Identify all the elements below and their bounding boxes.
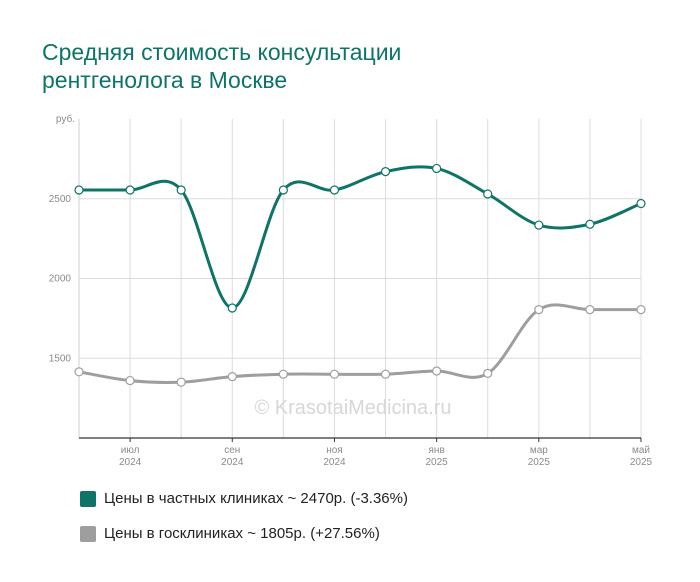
data-point-private xyxy=(125,185,135,195)
x-tick-label-month: янв xyxy=(429,445,445,456)
x-tick-label-month: июл xyxy=(121,445,140,456)
x-tick-label-year: 2025 xyxy=(426,457,449,468)
data-point-public xyxy=(380,369,391,379)
x-tick-label-month: мар xyxy=(530,445,548,456)
data-point-private xyxy=(380,167,391,177)
chart-title-line-1: Средняя стоимость консультации xyxy=(42,39,402,65)
y-unit-label: руб. xyxy=(56,113,75,125)
watermark: © KrasotaiMedicina.ru xyxy=(254,397,451,419)
data-point-public xyxy=(483,368,493,379)
chart-title: Средняя стоимость консультации рентгенол… xyxy=(42,38,401,94)
data-point-public xyxy=(534,305,544,315)
chart-title-line-2: рентгенолога в Москве xyxy=(42,67,288,93)
horizontal-gridlines xyxy=(79,198,641,359)
line-chart: © KrasotaiMedicina.ru руб. 1500 2000 2500 и… xyxy=(49,113,653,468)
legend-item-private[interactable]: Цены в частных клиниках ~ 2470р. (-3.36%… xyxy=(80,490,408,507)
x-tick-label-year: 2025 xyxy=(528,457,551,468)
data-point-public xyxy=(585,305,595,315)
data-point-private xyxy=(278,185,288,195)
x-tick-label-year: 2025 xyxy=(630,457,653,468)
data-point-private xyxy=(74,185,84,195)
series-line-private xyxy=(77,165,643,310)
data-point-public xyxy=(432,366,442,376)
data-point-private xyxy=(227,303,237,313)
data-point-private xyxy=(585,219,595,229)
data-point-public xyxy=(74,367,84,377)
x-tick-label-month: май xyxy=(632,445,650,456)
data-point-private xyxy=(329,185,340,195)
data-point-private xyxy=(432,163,442,174)
data-point-public xyxy=(636,305,646,315)
legend-label-public: Цены в госклиниках ~ 1805р. (+27.56%) xyxy=(104,525,380,542)
data-point-public xyxy=(125,375,135,386)
data-point-public xyxy=(329,369,340,379)
x-tick-label-year: 2024 xyxy=(221,457,244,468)
data-point-public xyxy=(176,377,186,387)
x-tick-label-month: ноя xyxy=(326,445,343,456)
x-tick-labels: июл2024сен2024ноя2024янв2025мар2025май20… xyxy=(119,438,653,468)
y-tick-labels: руб. 1500 2000 2500 xyxy=(49,113,75,364)
legend-label-private: Цены в частных клиниках ~ 2470р. (-3.36%… xyxy=(104,490,408,507)
series-line-public xyxy=(77,303,643,384)
data-point-private xyxy=(176,185,186,195)
x-tick-label-year: 2024 xyxy=(323,457,346,468)
data-point-private xyxy=(636,198,646,209)
legend-item-public[interactable]: Цены в госклиниках ~ 1805р. (+27.56%) xyxy=(80,525,380,542)
data-point-private xyxy=(483,189,493,199)
x-tick-label-year: 2024 xyxy=(119,457,142,468)
data-point-public xyxy=(278,369,288,379)
x-tick-label-month: сен xyxy=(224,445,240,456)
y-tick-label: 2000 xyxy=(49,274,72,285)
legend-swatch-private xyxy=(80,490,96,507)
data-point-public xyxy=(227,371,237,382)
y-tick-label: 2500 xyxy=(49,194,72,205)
y-tick-label: 1500 xyxy=(49,353,72,364)
series-points xyxy=(74,163,646,387)
legend-swatch-public xyxy=(80,525,96,542)
data-point-private xyxy=(534,220,544,230)
axes xyxy=(78,119,641,439)
